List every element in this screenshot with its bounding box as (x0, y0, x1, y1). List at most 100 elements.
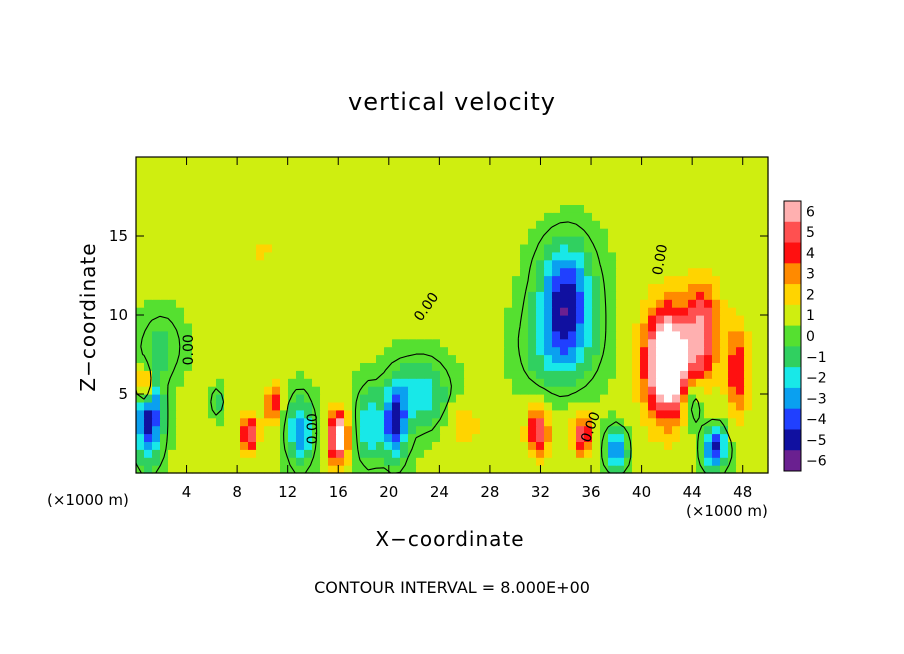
field-cell (360, 394, 369, 403)
field-cell (168, 243, 177, 253)
field-cell (264, 354, 273, 363)
field-cell (232, 291, 241, 300)
field-cell (600, 465, 609, 474)
field-cell (288, 283, 297, 292)
field-cell (656, 433, 665, 442)
field-cell (640, 433, 649, 442)
field-cell (616, 196, 625, 205)
field-cell (744, 283, 753, 292)
colorbar-label: −2 (806, 371, 827, 387)
field-cell (744, 370, 753, 379)
field-cell (152, 425, 161, 435)
field-cell (600, 267, 609, 277)
field-cell (144, 267, 153, 277)
field-cell (264, 409, 273, 419)
field-cell (144, 164, 153, 174)
field-cell (176, 378, 185, 387)
field-cell (232, 362, 241, 371)
field-cell (144, 433, 153, 442)
field-cell (672, 425, 681, 435)
field-cell (184, 204, 193, 213)
field-cell (440, 322, 449, 332)
field-cell (760, 251, 769, 261)
field-cell (144, 188, 153, 198)
field-cell (416, 425, 425, 435)
field-cell (368, 394, 377, 403)
field-cell (608, 441, 617, 450)
field-cell (560, 322, 569, 332)
field-cell (184, 346, 193, 356)
field-cell (744, 441, 753, 450)
field-cell (680, 243, 689, 253)
field-cell (400, 338, 409, 348)
field-cell (728, 157, 737, 166)
field-cell (360, 457, 369, 466)
field-cell (608, 267, 617, 277)
field-cell (632, 275, 641, 284)
field-cell (136, 370, 145, 379)
field-cell (288, 204, 297, 213)
field-cell (168, 267, 177, 277)
field-cell (264, 291, 273, 300)
field-cell (704, 188, 713, 198)
field-cell (720, 204, 729, 213)
field-cell (584, 409, 593, 419)
field-cell (200, 157, 209, 166)
field-cell (408, 346, 417, 356)
field-cell (728, 315, 737, 324)
field-cell (632, 417, 641, 427)
field-cell (432, 180, 441, 190)
field-cell (136, 330, 145, 340)
field-cell (480, 433, 489, 442)
field-cell (616, 204, 625, 213)
field-cell (736, 259, 745, 269)
field-cell (208, 299, 217, 308)
field-cell (296, 346, 305, 356)
field-cell (528, 157, 537, 166)
field-cell (624, 307, 633, 316)
field-cell (216, 417, 225, 427)
field-cell (672, 180, 681, 190)
field-cell (344, 172, 353, 182)
field-cell (664, 164, 673, 174)
field-cell (712, 251, 721, 261)
field-cell (576, 251, 585, 261)
field-cell (440, 330, 449, 340)
field-cell (576, 243, 585, 253)
field-cell (448, 330, 457, 340)
field-cell (224, 212, 233, 221)
field-cell (216, 394, 225, 403)
field-cell (320, 386, 329, 395)
field-cell (680, 212, 689, 221)
field-cell (224, 378, 233, 387)
field-cell (584, 275, 593, 284)
field-cell (352, 409, 361, 419)
field-cell (224, 386, 233, 395)
field-cell (344, 291, 353, 300)
field-cell (192, 267, 201, 277)
field-cell (536, 457, 545, 466)
field-cell (136, 267, 145, 277)
field-cell (712, 322, 721, 332)
field-cell (552, 370, 561, 379)
field-cell (200, 212, 209, 221)
field-cell (160, 315, 169, 324)
field-cell (392, 401, 401, 411)
field-cell (592, 196, 601, 205)
field-cell (528, 220, 537, 229)
field-cell (760, 291, 769, 300)
field-cell (760, 322, 769, 332)
field-cell (152, 354, 161, 363)
field-cell (376, 441, 385, 450)
field-cell (384, 299, 393, 308)
field-cell (632, 409, 641, 419)
field-cell (688, 180, 697, 190)
field-cell (400, 307, 409, 316)
field-cell (544, 157, 553, 166)
field-cell (184, 275, 193, 284)
field-cell (488, 196, 497, 205)
field-cell (256, 322, 265, 332)
field-cell (368, 433, 377, 442)
field-cell (312, 449, 321, 458)
field-cell (328, 172, 337, 182)
